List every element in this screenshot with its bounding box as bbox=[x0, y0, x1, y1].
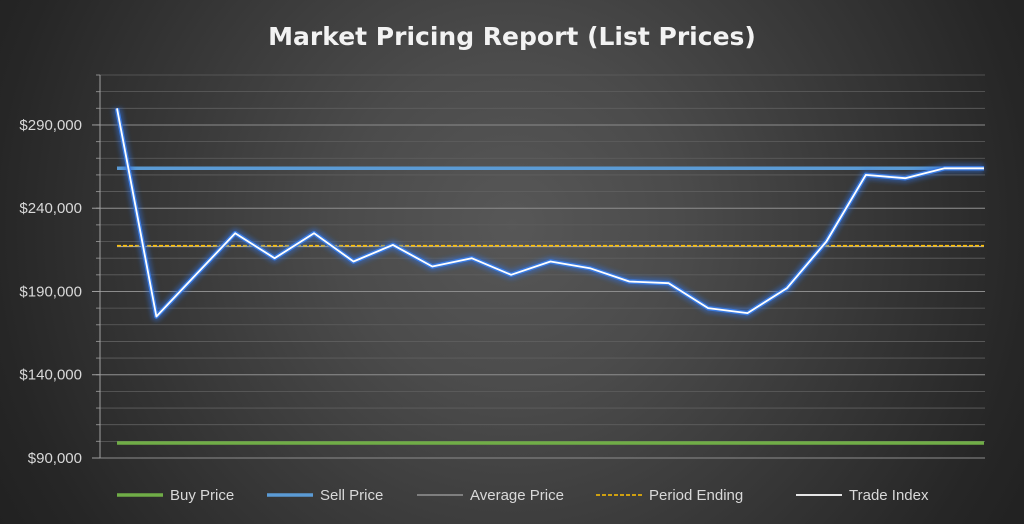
legend-item-trade-index: Trade Index bbox=[796, 487, 929, 504]
legend-label: Trade Index bbox=[849, 487, 929, 504]
gridlines bbox=[100, 74, 985, 459]
y-tick-label: $240,000 bbox=[19, 200, 82, 217]
legend-label: Average Price bbox=[470, 487, 564, 504]
trade-index-glow bbox=[112, 107, 984, 321]
legend-item-buy-price: Buy Price bbox=[117, 487, 234, 504]
legend-label: Period Ending bbox=[649, 487, 743, 504]
legend-item-sell-price: Sell Price bbox=[267, 487, 383, 504]
y-tick-label: $90,000 bbox=[28, 450, 82, 467]
legend-item-period-ending: Period Ending bbox=[596, 487, 743, 504]
y-tick-label: $140,000 bbox=[19, 367, 82, 384]
y-axis: $90,000 $140,000 $190,000 $240,000 $290,000 bbox=[19, 74, 101, 467]
legend-item-average-price: Average Price bbox=[417, 487, 564, 504]
trade-index-halo bbox=[114, 107, 984, 319]
legend-label: Buy Price bbox=[170, 487, 234, 504]
y-tick-label: $190,000 bbox=[19, 283, 82, 300]
legend: Buy Price Sell Price Average Price Period E… bbox=[117, 487, 929, 504]
series-lines bbox=[112, 107, 984, 445]
chart-title: Market Pricing Report (List Prices) bbox=[268, 22, 756, 51]
trade-index-line bbox=[116, 108, 984, 318]
legend-label: Sell Price bbox=[320, 487, 383, 504]
y-tick-label: $290,000 bbox=[19, 117, 82, 134]
